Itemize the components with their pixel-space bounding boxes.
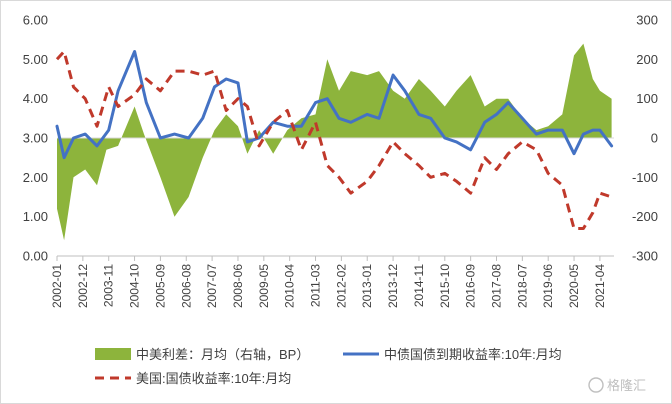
left-tick-label-0: 0.00 — [23, 249, 48, 264]
x-tick-label-6: 2007-07 — [205, 264, 219, 308]
x-tick-label-4: 2005-09 — [153, 264, 167, 308]
x-tick-label-9: 2010-04 — [283, 264, 297, 308]
right-tick-label-2: -100 — [632, 170, 658, 185]
x-tick-label-15: 2015-10 — [438, 264, 452, 308]
x-tick-label-3: 2004-10 — [128, 264, 142, 308]
series-line-1 — [55, 50, 614, 160]
x-tick-label-21: 2021-04 — [593, 264, 607, 308]
x-tick-label-10: 2011-03 — [309, 264, 323, 307]
right-tick-label-5: 200 — [636, 52, 658, 67]
series-line-2 — [55, 50, 613, 230]
series-area-0 — [57, 43, 612, 241]
watermark-text: 格隆汇 — [607, 378, 646, 393]
x-tick-label-1: 2002-12 — [76, 264, 90, 308]
left-tick-label-5: 5.00 — [23, 52, 48, 67]
legend: 中美利差：月均（右轴，BP） 中债国债到期收益率:10年:月均美国:国债收益率:1… — [95, 347, 562, 386]
left-tick-label-4: 4.00 — [23, 91, 48, 106]
right-tick-label-6: 300 — [636, 13, 658, 28]
x-tick-label-18: 2018-07 — [515, 264, 529, 308]
watermark-logo-icon — [588, 377, 604, 393]
line-layer — [55, 50, 614, 230]
left-tick-label-1: 1.00 — [23, 209, 48, 224]
x-tick-label-13: 2013-12 — [386, 264, 400, 308]
x-tick-label-19: 2019-06 — [541, 264, 555, 308]
legend-label-1: 中债国债到期收益率:10年:月均 — [384, 347, 562, 362]
legend-label-2: 美国:国债收益率:10年:月均 — [136, 371, 291, 386]
x-tick-label-20: 2020-05 — [567, 264, 581, 308]
x-tick-label-2: 2003-11 — [102, 264, 116, 307]
x-tick-label-0: 2002-01 — [50, 264, 64, 308]
x-axis-ticks: 2002-01 2002-12 2003-11 2004-10 2005-09 2006-… — [50, 264, 607, 308]
x-tick-label-17: 2017-08 — [490, 264, 504, 308]
area-layer — [57, 43, 612, 241]
right-tick-label-4: 100 — [636, 91, 658, 106]
x-tick-label-8: 2009-05 — [257, 264, 271, 308]
x-tick-label-11: 2012-02 — [334, 264, 348, 308]
x-tick-label-5: 2006-08 — [179, 264, 193, 308]
right-tick-label-3: 0 — [651, 131, 658, 146]
x-tick-label-16: 2016-09 — [464, 264, 478, 308]
x-axis — [56, 255, 614, 261]
watermark: 格隆汇 — [588, 377, 646, 393]
left-tick-label-2: 2.00 — [23, 170, 48, 185]
left-tick-label-6: 6.00 — [23, 13, 48, 28]
x-tick-label-7: 2008-06 — [231, 264, 245, 308]
left-axis-ticks: 0.00 1.00 2.00 3.00 4.00 5.00 6.00 — [23, 13, 48, 264]
right-axis-ticks: -300 -200 -100 0 100 200 300 — [632, 13, 658, 264]
x-tick-label-14: 2014-11 — [412, 264, 426, 307]
legend-swatch-0 — [95, 348, 131, 360]
x-tick-label-12: 2013-01 — [360, 264, 374, 308]
left-tick-label-3: 3.00 — [23, 131, 48, 146]
right-tick-label-1: -200 — [632, 209, 658, 224]
right-tick-label-0: -300 — [632, 249, 658, 264]
legend-label-0: 中美利差：月均（右轴，BP） — [136, 347, 309, 362]
